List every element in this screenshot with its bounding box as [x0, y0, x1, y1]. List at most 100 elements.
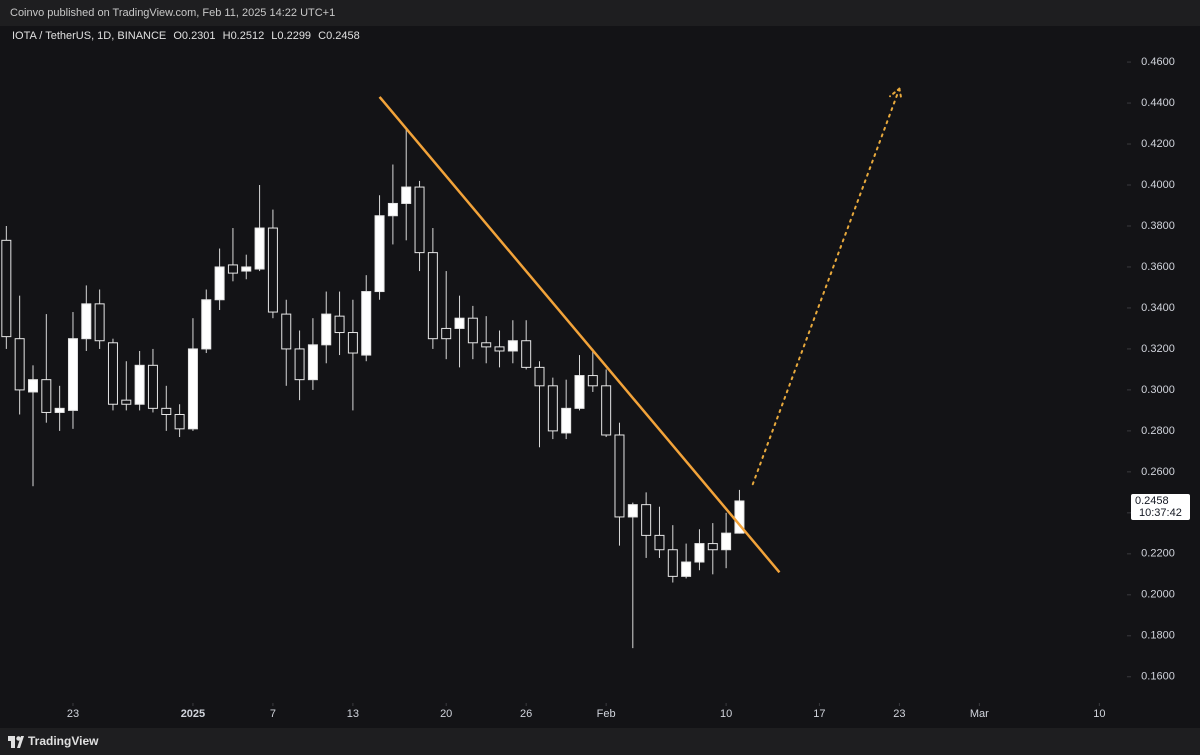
y-tick-label: 0.3000 — [1141, 384, 1175, 396]
x-tick-label: 23 — [67, 708, 79, 720]
ohlc-value: 0.2299 — [277, 30, 311, 42]
ohlc-label: H — [223, 30, 231, 42]
candle-body — [467, 317, 478, 344]
ohlc-label: C — [318, 30, 326, 42]
candle-body — [641, 504, 652, 536]
brand: TradingView — [28, 734, 99, 748]
x-tick-label: 2025 — [181, 708, 205, 720]
candle-body — [734, 500, 745, 534]
candle-body — [534, 366, 545, 387]
y-tick-label: 0.4600 — [1141, 56, 1175, 68]
y-tick-label: 0.2200 — [1141, 548, 1175, 560]
candle-body — [201, 299, 212, 350]
candle-body — [334, 315, 345, 334]
candle-body — [94, 303, 105, 342]
y-tick-label: 0.1600 — [1141, 671, 1175, 683]
candle-body — [387, 202, 398, 217]
candle-body — [147, 364, 158, 409]
y-tick-label: 0.4200 — [1141, 138, 1175, 150]
last-price: 0.2458 — [1135, 495, 1169, 507]
countdown: 10:37:42 — [1139, 507, 1182, 519]
y-tick-label: 0.3400 — [1141, 302, 1175, 314]
ohlc-label: O — [173, 30, 182, 42]
x-tick-label: Feb — [597, 708, 616, 720]
candle-body — [267, 227, 278, 313]
candle-body — [507, 340, 518, 352]
candle-body — [281, 313, 292, 350]
x-tick-label: 23 — [893, 708, 905, 720]
candle-body — [494, 346, 505, 352]
candle-body — [707, 543, 718, 551]
brand-logo — [8, 736, 24, 748]
header-bar — [0, 0, 1200, 26]
candle-body — [54, 407, 65, 413]
projection-arrowhead — [898, 87, 903, 102]
ohlc-value: 0.2458 — [326, 30, 360, 42]
candle-body — [67, 338, 78, 411]
symbol: IOTA / TetherUS, 1D, BINANCE — [12, 30, 166, 42]
last-price-box — [1131, 493, 1190, 520]
candle-body — [214, 266, 225, 301]
x-tick-label: 26 — [520, 708, 532, 720]
x-tick-label: 10 — [720, 708, 732, 720]
x-tick-label: 7 — [270, 708, 276, 720]
y-tick-label: 0.3600 — [1141, 261, 1175, 273]
x-tick-label: Mar — [970, 708, 989, 720]
symbol-line: IOTA / TetherUS, 1D, BINANCE O0.2301 H0.… — [12, 30, 360, 42]
candle-body — [294, 348, 305, 381]
candle-body — [321, 313, 332, 346]
projection-line — [751, 87, 901, 486]
candle-body — [241, 266, 252, 272]
axes: 0.16000.18000.20000.22000.24000.26000.28… — [67, 56, 1190, 720]
candle-body — [254, 227, 265, 270]
candle-body — [561, 407, 572, 434]
candle-body — [667, 549, 678, 577]
y-tick-label: 0.3800 — [1141, 220, 1175, 232]
candle-body — [601, 385, 612, 436]
plot-area — [1, 87, 903, 649]
candle-body — [174, 413, 185, 430]
ohlc-value: 0.2512 — [231, 30, 265, 42]
x-tick-label: 20 — [440, 708, 452, 720]
candle-body — [81, 303, 92, 340]
candle-body — [134, 364, 145, 405]
candle-body — [374, 215, 385, 293]
candle-body — [1, 239, 12, 338]
candle-body — [227, 264, 238, 274]
x-tick-label: 17 — [813, 708, 825, 720]
trendline — [378, 96, 781, 574]
candle-body — [481, 342, 492, 348]
candle-body — [454, 317, 465, 329]
candle-body — [441, 327, 452, 340]
footer-bar — [0, 728, 1200, 755]
y-tick-label: 0.1800 — [1141, 630, 1175, 642]
y-tick-label: 0.2600 — [1141, 466, 1175, 478]
candle-body — [681, 561, 692, 577]
y-tick-label: 0.4400 — [1141, 97, 1175, 109]
ohlc-value: 0.2301 — [182, 30, 216, 42]
candle-body — [614, 434, 625, 518]
candle-body — [427, 252, 438, 340]
published-note: Coinvo published on TradingView.com, Feb… — [10, 7, 335, 19]
candle-body — [547, 385, 558, 432]
x-tick-label: 13 — [347, 708, 359, 720]
candle-body — [694, 543, 705, 563]
candle-body — [121, 399, 132, 405]
y-tick-label: 0.2800 — [1141, 425, 1175, 437]
candle-body — [361, 291, 372, 356]
candle-body — [721, 532, 732, 551]
ohlc-label: L — [271, 30, 277, 42]
candle-body — [587, 375, 598, 387]
candle-body — [307, 344, 318, 381]
candle-body — [347, 332, 358, 354]
candle-body — [187, 348, 198, 430]
candle-body — [654, 534, 665, 551]
x-tick-label: 10 — [1093, 708, 1105, 720]
projection-arrowhead — [889, 87, 901, 98]
candle-body — [521, 340, 532, 368]
y-tick-label: 0.2000 — [1141, 589, 1175, 601]
candle-body — [574, 375, 585, 409]
candle-body — [14, 338, 25, 391]
y-tick-label: 0.4000 — [1141, 179, 1175, 191]
